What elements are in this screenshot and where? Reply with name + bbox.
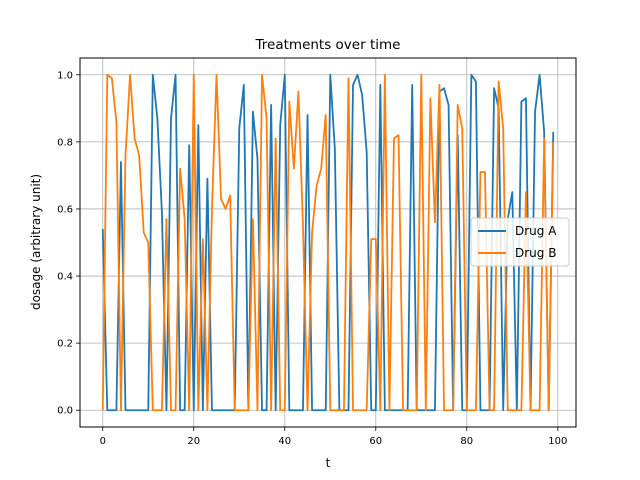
x-ticks: 0 20 40 60 80 100 xyxy=(100,427,567,447)
y-tick-label: 0.0 xyxy=(57,406,73,417)
y-tick-label: 1.0 xyxy=(57,70,73,81)
x-tick-label: 100 xyxy=(548,436,567,447)
legend: Drug A Drug B xyxy=(470,217,570,267)
legend-label-drug-b: Drug B xyxy=(515,246,556,260)
x-tick-label: 80 xyxy=(460,436,473,447)
x-tick-label: 20 xyxy=(187,436,200,447)
y-tick-label: 0.2 xyxy=(57,339,73,350)
series-line-drug-b xyxy=(101,73,555,412)
y-tick-label: 0.6 xyxy=(57,204,73,215)
y-tick-label: 0.8 xyxy=(57,137,73,148)
legend-label-drug-a: Drug A xyxy=(515,224,557,238)
y-axis-label: dosage (arbitrary unit) xyxy=(29,174,43,310)
plot-frame xyxy=(79,57,577,428)
chart-title: Treatments over time xyxy=(255,37,401,53)
y-tick-label: 0.4 xyxy=(57,272,73,283)
x-tick-label: 60 xyxy=(369,436,382,447)
x-tick-label: 40 xyxy=(278,436,291,447)
x-tick-label: 0 xyxy=(100,436,106,447)
y-ticks: 0.0 0.2 0.4 0.6 0.8 1.0 xyxy=(57,70,80,417)
x-axis-label: t xyxy=(326,456,331,470)
